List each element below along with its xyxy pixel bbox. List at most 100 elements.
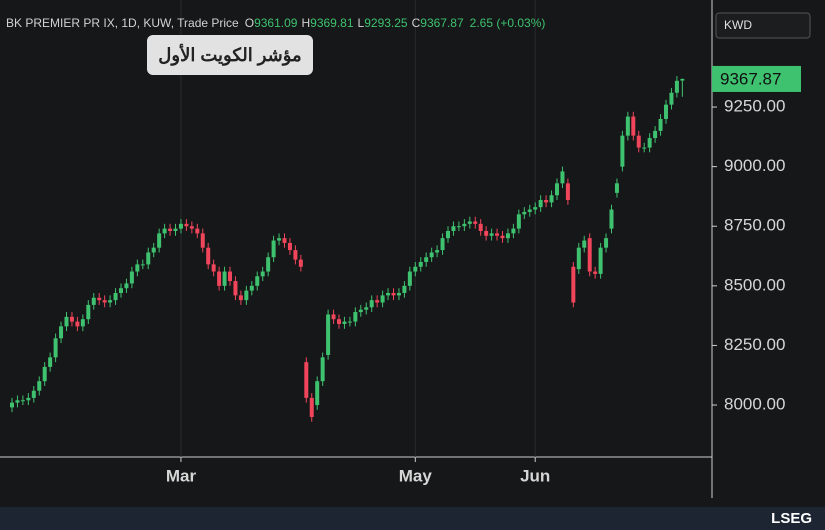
annotation: مؤشر الكويت الأول bbox=[158, 43, 301, 66]
candle-body bbox=[102, 300, 107, 303]
candle-body bbox=[315, 381, 320, 406]
currency-box[interactable] bbox=[715, 12, 811, 39]
candle-body bbox=[353, 312, 358, 322]
candle-body bbox=[233, 281, 238, 296]
candle-body bbox=[446, 231, 450, 239]
candle-body bbox=[484, 231, 489, 236]
candle-body bbox=[15, 400, 20, 403]
candle-body bbox=[620, 135, 625, 167]
close-label: C bbox=[412, 16, 421, 30]
candle-body bbox=[146, 252, 151, 265]
candle-body bbox=[64, 316, 69, 327]
candle-body bbox=[113, 292, 118, 301]
candle-body bbox=[48, 357, 53, 367]
candles bbox=[10, 0, 685, 457]
candle-body bbox=[560, 171, 565, 184]
x-tick-label: May bbox=[399, 466, 433, 485]
candle-body bbox=[516, 214, 521, 229]
candle-body bbox=[124, 283, 129, 289]
candle-body bbox=[396, 292, 401, 296]
candle-body bbox=[42, 366, 47, 382]
candle-body bbox=[658, 118, 663, 131]
candle-body bbox=[173, 228, 178, 232]
candle-body bbox=[478, 223, 483, 232]
x-tick-label: Mar bbox=[166, 466, 197, 485]
candle-body bbox=[544, 200, 549, 203]
candle-body bbox=[440, 238, 445, 251]
y-tick-label: 8500.00 bbox=[724, 275, 785, 294]
candle-body bbox=[571, 266, 576, 303]
candle-body bbox=[277, 238, 282, 241]
candle-body bbox=[576, 247, 581, 270]
open-label: O bbox=[245, 16, 254, 30]
candle-body bbox=[489, 233, 494, 236]
header: BK PREMIER PR IX, 1D, KUW, Trade Price O9… bbox=[6, 16, 545, 30]
candle-body bbox=[407, 271, 412, 286]
candle-body bbox=[674, 80, 679, 93]
candle-body bbox=[435, 250, 440, 253]
y-tick-label: 8000.00 bbox=[724, 395, 785, 414]
candle-body bbox=[598, 247, 603, 274]
candle-body bbox=[91, 297, 96, 305]
candle-body bbox=[625, 116, 630, 136]
candle-body bbox=[604, 238, 609, 248]
candle-body bbox=[631, 116, 636, 136]
currency: KWD bbox=[724, 18, 752, 32]
candle-body bbox=[200, 233, 205, 248]
candle-body bbox=[298, 259, 303, 267]
candle-body bbox=[184, 223, 189, 227]
high-label: H bbox=[301, 16, 310, 30]
candle-body bbox=[587, 238, 592, 272]
candle-body bbox=[151, 247, 156, 253]
candle-body bbox=[189, 226, 194, 229]
candle-body bbox=[271, 240, 276, 258]
close-value: 9367.87 bbox=[420, 16, 464, 30]
candle-body bbox=[140, 264, 145, 266]
candle-body bbox=[10, 402, 14, 408]
candle-body bbox=[326, 314, 331, 355]
logo: LSEG bbox=[771, 510, 812, 527]
open-value: 9361.09 bbox=[254, 16, 298, 30]
candle-body bbox=[347, 321, 352, 323]
candle-body bbox=[364, 307, 369, 310]
candle-body bbox=[358, 309, 363, 313]
candle-body bbox=[429, 252, 434, 258]
candle-body bbox=[80, 319, 85, 327]
candle-body bbox=[211, 264, 216, 272]
candle-body bbox=[293, 250, 298, 260]
candle-body bbox=[413, 266, 418, 272]
x-tick-label: Jun bbox=[520, 466, 550, 485]
candle-body bbox=[304, 362, 309, 398]
low-value: 9293.25 bbox=[364, 16, 408, 30]
candle-body bbox=[266, 257, 271, 272]
candle-body bbox=[53, 338, 58, 358]
candle-body bbox=[555, 183, 559, 196]
candle-body bbox=[119, 288, 123, 293]
candle-body bbox=[375, 300, 380, 303]
series-title: BK PREMIER PR IX, 1D, KUW, Trade Price bbox=[6, 16, 239, 30]
candle-body bbox=[86, 304, 91, 320]
candle-body bbox=[287, 242, 292, 251]
candle-body bbox=[614, 183, 619, 193]
candle-body bbox=[565, 183, 570, 201]
candle-body bbox=[206, 247, 211, 265]
y-tick-label: 9000.00 bbox=[724, 156, 785, 175]
high-value: 9369.81 bbox=[310, 16, 354, 30]
candle-body bbox=[609, 209, 614, 229]
candle-body bbox=[522, 211, 527, 215]
candle-body bbox=[369, 300, 374, 308]
candle-body bbox=[680, 78, 685, 81]
candle-body bbox=[238, 295, 243, 301]
candle-body bbox=[320, 357, 325, 382]
candle-body bbox=[451, 226, 456, 232]
candle-body bbox=[249, 285, 254, 291]
last-price-label: 9367.87 bbox=[720, 69, 781, 88]
candle-body bbox=[244, 290, 249, 301]
candle-body bbox=[402, 285, 407, 293]
y-tick-label: 9250.00 bbox=[724, 97, 785, 116]
candle-body bbox=[97, 297, 102, 301]
candle-body bbox=[108, 300, 113, 303]
y-tick-label: 8250.00 bbox=[724, 335, 785, 354]
